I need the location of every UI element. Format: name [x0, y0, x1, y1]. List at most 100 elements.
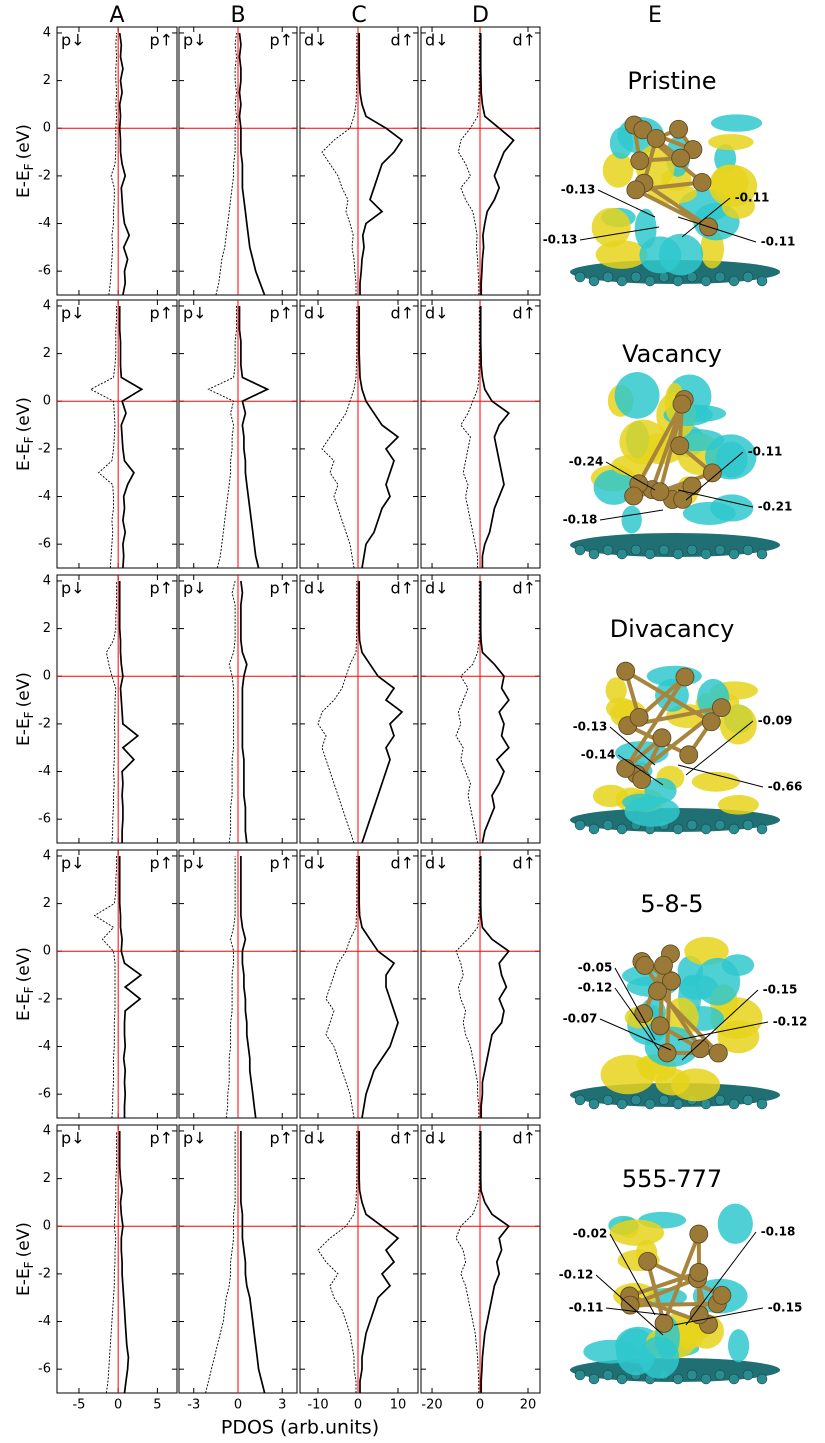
cluster-atom	[649, 982, 667, 1000]
cluster-atom	[653, 729, 671, 747]
y-label-main: E-E	[14, 993, 34, 1021]
x-tick-label: 0	[354, 1398, 362, 1413]
y-tick-label: -2	[38, 1266, 51, 1281]
spin-up-label: p↑	[149, 854, 173, 873]
spin-down-label: d↓	[425, 304, 449, 323]
substrate-atom	[575, 545, 585, 555]
cluster-atom	[647, 129, 665, 147]
spin-up-label: p↑	[269, 1129, 293, 1148]
charge-label: -0.02	[573, 1227, 608, 1241]
substrate-atom	[673, 276, 683, 286]
substrate-atom	[659, 272, 669, 282]
charge-label: -0.13	[573, 720, 608, 734]
structure-title: 5-8-5	[640, 890, 703, 918]
x-tick-label: 5	[153, 1398, 161, 1413]
substrate-atom	[659, 545, 669, 555]
spin-down-label: d↓	[425, 579, 449, 598]
cluster-atom	[712, 699, 730, 717]
isosurface	[728, 1329, 749, 1362]
y-label-sub: F	[22, 163, 36, 170]
y-label-unit: (eV)	[14, 397, 34, 432]
spin-down-label: p↓	[61, 31, 85, 50]
y-tick-label: 2	[43, 896, 51, 911]
substrate-atom	[743, 272, 753, 282]
x-tick-label: -20	[421, 1398, 442, 1413]
y-axis-label: E-EF(eV)	[14, 672, 36, 746]
y-tick-label: -6	[38, 812, 51, 827]
substrate-atom	[673, 1374, 683, 1384]
isosurface	[695, 958, 740, 1006]
substrate-atom	[589, 824, 599, 834]
pdos-spin-up	[481, 581, 509, 843]
substrate-atom	[603, 545, 613, 555]
column-header: E	[648, 3, 662, 28]
substrate-atom	[603, 1095, 613, 1105]
y-axis-label: E-EF(eV)	[14, 1222, 36, 1296]
y-tick-label: -4	[38, 216, 51, 231]
y-tick-label: 4	[43, 573, 51, 588]
substrate-atom	[701, 824, 711, 834]
isosurface	[718, 795, 759, 815]
cluster-atom	[690, 1263, 708, 1281]
isosurface	[592, 208, 631, 247]
spin-down-label: p↓	[183, 31, 207, 50]
spin-down-label: p↓	[183, 304, 207, 323]
pdos-spin-up	[359, 33, 402, 295]
structure-title: 555-777	[622, 1165, 722, 1193]
y-tick-label: 0	[43, 944, 51, 959]
substrate-atom	[631, 1095, 641, 1105]
substrate-atom	[715, 820, 725, 830]
y-tick-label: 0	[43, 669, 51, 684]
structure-title: Divacancy	[610, 615, 735, 643]
pdos-spin-down	[322, 306, 357, 568]
y-label-sub: F	[22, 986, 36, 993]
structure-title: Pristine	[627, 67, 716, 95]
pdos-spin-up	[240, 33, 265, 295]
spin-up-label: p↑	[149, 1129, 173, 1148]
y-tick-label: -6	[38, 537, 51, 552]
substrate-atom	[729, 1374, 739, 1384]
y-tick-label: -2	[38, 441, 51, 456]
pdos-spin-down	[456, 581, 479, 843]
pdos-spin-down	[461, 306, 480, 568]
pdos-spin-up	[481, 33, 514, 295]
spin-up-label: d↑	[390, 31, 414, 50]
y-tick-label: 0	[43, 121, 51, 136]
charge-label: -0.21	[758, 500, 793, 514]
cluster-atom	[693, 173, 711, 191]
substrate-atom	[617, 549, 627, 559]
cluster-atom	[631, 152, 649, 170]
spin-up-label: p↑	[149, 579, 173, 598]
column-header: B	[230, 3, 245, 28]
pdos-spin-down	[106, 1131, 116, 1393]
column-header: D	[472, 3, 489, 28]
substrate-atom	[687, 1370, 697, 1380]
cluster-atom	[672, 149, 690, 167]
isosurface	[711, 114, 762, 131]
spin-up-label: d↑	[512, 31, 536, 50]
y-tick-label: 4	[43, 848, 51, 863]
spin-down-label: d↓	[304, 1129, 328, 1148]
isosurface	[671, 1068, 720, 1101]
charge-label: -0.13	[561, 183, 596, 197]
y-label-sub: F	[22, 711, 36, 718]
substrate-atom	[617, 824, 627, 834]
substrate-atom	[715, 272, 725, 282]
pdos-spin-down	[322, 33, 357, 295]
cluster-atom	[617, 662, 635, 680]
y-tick-label: 4	[43, 298, 51, 313]
spin-down-label: p↓	[183, 1129, 207, 1148]
substrate-atom	[575, 820, 585, 830]
y-tick-label: 4	[43, 25, 51, 40]
cluster-atom	[651, 483, 669, 501]
substrate-atom	[575, 272, 585, 282]
y-label-main: E-E	[14, 1268, 34, 1296]
x-axis-label: PDOS (arb.units)	[221, 1417, 379, 1439]
substrate-atom	[659, 1095, 669, 1105]
y-tick-label: -6	[38, 1087, 51, 1102]
y-label-main: E-E	[14, 443, 34, 471]
y-tick-label: -2	[38, 168, 51, 183]
substrate-atom	[603, 272, 613, 282]
cluster-atom	[690, 1225, 708, 1243]
charge-label: -0.11	[748, 445, 783, 459]
